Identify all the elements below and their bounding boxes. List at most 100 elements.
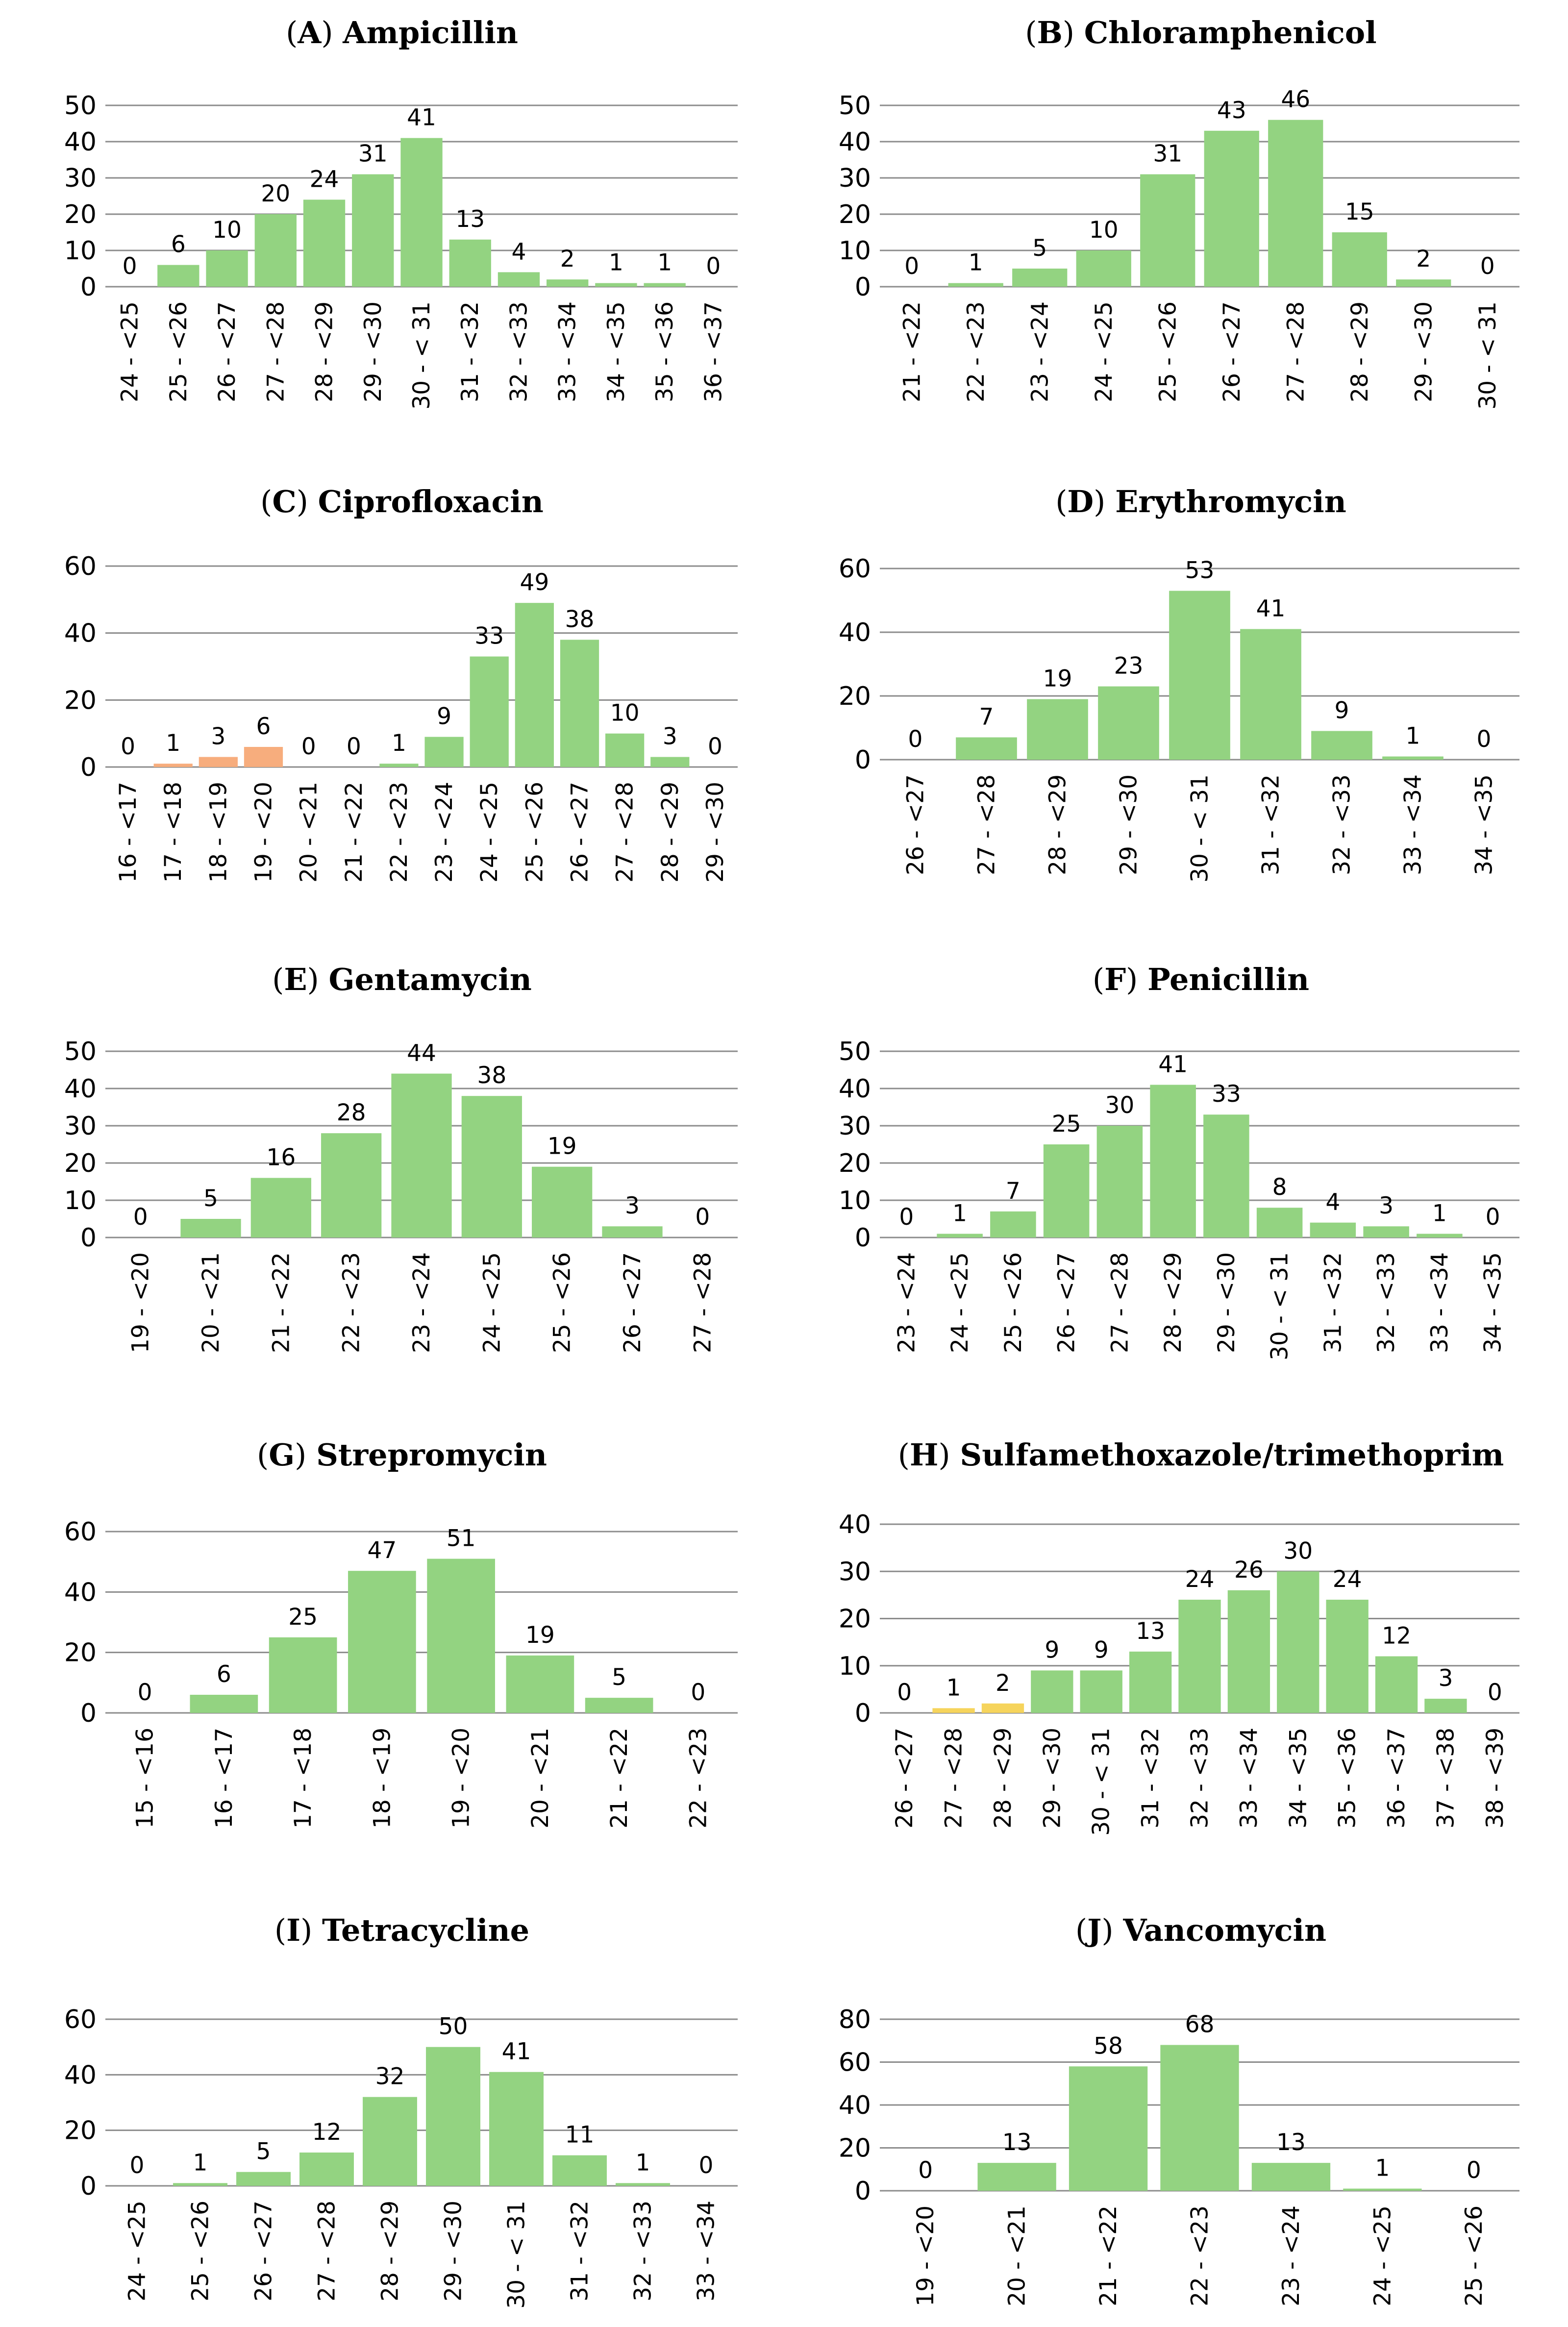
data-label: 4	[1325, 1189, 1340, 1216]
bar	[363, 2097, 417, 2186]
data-label: 2	[560, 246, 575, 272]
x-tick-label: 34 - <35	[1471, 774, 1498, 875]
data-label: 0	[1480, 253, 1495, 280]
y-tick-label: 30	[64, 1112, 97, 1141]
data-label: 0	[301, 733, 316, 760]
bar	[348, 1571, 416, 1713]
data-label: 1	[609, 249, 623, 276]
x-tick-label: 16 - <17	[211, 1728, 238, 1829]
data-label: 44	[407, 1040, 436, 1067]
x-tick-label: 33 - <34	[1426, 1252, 1453, 1353]
bar	[650, 757, 690, 767]
data-label: 3	[1438, 1665, 1453, 1692]
y-tick-label: 40	[64, 2060, 97, 2090]
data-label: 0	[904, 253, 919, 280]
chart-title-text: Tetracycline	[322, 1912, 529, 1948]
data-label: 0	[691, 1679, 705, 1706]
chart-title-text: Penicillin	[1147, 962, 1309, 997]
y-tick-label: 60	[839, 2048, 871, 2078]
y-tick-label: 50	[64, 1037, 97, 1066]
data-label: 5	[1032, 235, 1047, 262]
x-tick-label: 27 - <28	[314, 2201, 341, 2302]
x-tick-label: 27 - <28	[1106, 1252, 1133, 1353]
chart-title-text: Erythromycin	[1115, 484, 1346, 520]
y-tick-label: 40	[839, 1510, 871, 1539]
bar	[644, 283, 686, 287]
data-label: 13	[455, 206, 485, 233]
x-tick-label: 25 - <26	[165, 301, 192, 402]
x-tick-label: 33 - <34	[1236, 1728, 1263, 1829]
data-label: 0	[130, 2152, 145, 2179]
bar	[1332, 232, 1387, 287]
bar	[400, 138, 443, 287]
data-label: 41	[502, 2038, 531, 2065]
data-label: 0	[133, 1204, 148, 1231]
chart-title: (D) Erythromycin	[1055, 484, 1346, 520]
y-tick-label: 0	[80, 753, 97, 782]
data-label: 3	[663, 723, 677, 750]
x-tick-label: 24 - <25	[1091, 301, 1118, 402]
x-tick-label: 34 - <35	[1285, 1728, 1312, 1829]
bar	[595, 283, 637, 287]
data-label: 0	[695, 1204, 710, 1231]
bar-chart-g: (G) Strepromycin 0 20 40 60 0 15 - <16 6 16 - <1…	[64, 1437, 738, 1829]
data-label: 30	[1105, 1092, 1134, 1119]
data-label: 53	[1185, 557, 1215, 584]
chart-panel-d: (D) Erythromycin 0 20 40 60 0 26 - <27 7 27 - <2…	[784, 470, 1568, 912]
data-label: 19	[548, 1133, 577, 1160]
bar	[1096, 1126, 1143, 1238]
y-tick-label: 30	[839, 1112, 871, 1141]
bar	[1031, 1670, 1073, 1713]
chart-letter: A	[297, 15, 322, 50]
bar	[1129, 1651, 1172, 1713]
bar	[1375, 1656, 1418, 1713]
data-label: 13	[1002, 2129, 1032, 2156]
data-label: 41	[1256, 595, 1286, 622]
data-label: 9	[1335, 697, 1349, 724]
y-tick-label: 40	[839, 127, 871, 157]
x-tick-label: 28 - <29	[657, 782, 684, 883]
data-label: 0	[1486, 1204, 1500, 1231]
bar	[547, 279, 589, 287]
bar	[1256, 1208, 1303, 1238]
data-label: 0	[897, 1679, 912, 1706]
data-label: 24	[1333, 1566, 1362, 1593]
bar	[1140, 174, 1195, 287]
x-tick-label: 29 - <30	[360, 301, 387, 402]
x-tick-label: 28 - <29	[377, 2201, 404, 2302]
x-tick-label: 28 - <29	[990, 1728, 1017, 1829]
y-tick-label: 0	[80, 1699, 97, 1728]
x-tick-label: 28 - <29	[1346, 301, 1373, 402]
chart-title-text: Strepromycin	[316, 1437, 547, 1473]
chart-panel-f: (F) Penicillin 0 10 20 30 40 50 0 23 - <24 1 24 - …	[784, 946, 1568, 1387]
x-tick-label: 21 - <22	[898, 301, 925, 402]
y-tick-label: 10	[839, 1186, 871, 1215]
x-tick-label: 20 - <21	[296, 782, 323, 883]
y-tick-label: 20	[64, 686, 97, 715]
x-tick-label: 30 - < 31	[1267, 1252, 1294, 1361]
y-tick-label: 50	[839, 91, 871, 121]
bar	[616, 2183, 670, 2186]
x-tick-label: 23 - <24	[893, 1252, 920, 1353]
x-tick-label: 26 - <27	[250, 2201, 277, 2302]
y-tick-label: 20	[839, 200, 871, 229]
x-tick-label: 23 - <24	[408, 1252, 435, 1353]
x-tick-label: 31 - <32	[567, 2201, 594, 2302]
x-tick-label: 28 - <29	[1045, 774, 1071, 875]
bar	[948, 283, 1003, 287]
x-tick-label: 17 - <18	[290, 1728, 317, 1829]
x-tick-label: 27 - <28	[973, 774, 1000, 875]
bar	[157, 265, 199, 287]
x-tick-label: 25 - <26	[1154, 301, 1181, 402]
chart-panel-b: (B) Chloramphenicol 0 10 20 30 40 50 0 21 - <22 1…	[784, 0, 1568, 441]
data-label: 25	[1052, 1111, 1081, 1138]
y-tick-label: 20	[839, 1605, 871, 1634]
x-tick-label: 37 - <38	[1432, 1728, 1459, 1829]
x-tick-label: 30 - < 31	[503, 2201, 530, 2309]
data-label: 24	[1185, 1566, 1215, 1593]
bar	[977, 2163, 1056, 2191]
bar	[1363, 1226, 1409, 1238]
data-label: 6	[217, 1661, 231, 1688]
bar	[321, 1133, 382, 1238]
x-tick-label: 26 - <27	[619, 1252, 646, 1353]
